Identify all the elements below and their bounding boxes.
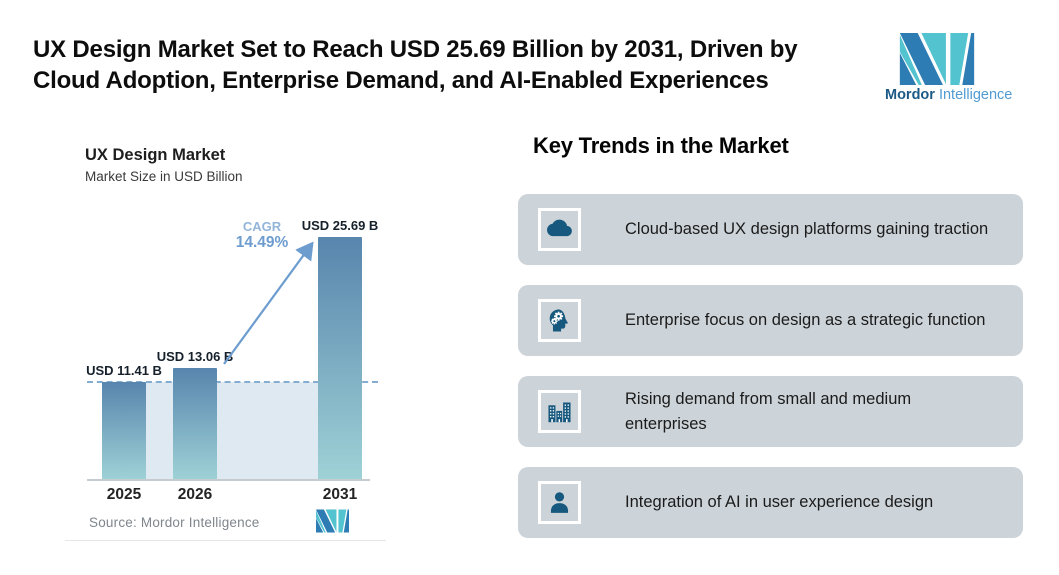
page-title-line-2: Cloud Adoption, Enterprise Demand, and A… — [33, 67, 769, 94]
trend-text: Rising demand from small and medium ente… — [625, 389, 912, 433]
trend-icon-box — [538, 299, 581, 342]
trends-heading: Key Trends in the Market — [533, 133, 789, 158]
trend-card-enterprise-design: Enterprise focus on design as a strategi… — [518, 285, 1023, 356]
trend-icon-box — [538, 481, 581, 524]
chart-bottom-divider — [65, 540, 386, 541]
mordor-intelligence-mark-icon — [899, 33, 975, 85]
bar-2025 — [102, 382, 146, 480]
bar-value-label-2026: USD 13.06 B — [156, 349, 234, 364]
cagr-label: CAGR — [242, 219, 282, 234]
x-axis-label-2025: 2025 — [106, 486, 142, 503]
head-gears-icon — [549, 309, 568, 332]
x-axis-label-2031: 2031 — [322, 486, 358, 503]
trend-card-cloud-platforms: Cloud-based UX design platforms gaining … — [518, 194, 1023, 265]
trend-text: Cloud-based UX design platforms gaining … — [625, 220, 989, 238]
mordor-intelligence-logo: Mordor Intelligence — [885, 30, 1025, 105]
brand-name: Mordor Intelligence — [885, 87, 1025, 103]
trends-list: Cloud-based UX design platforms gaining … — [518, 194, 1023, 558]
x-axis-label-2026: 2026 — [177, 486, 213, 503]
trend-text: Integration of AI in user experience des… — [625, 493, 934, 511]
x-axis-line — [87, 479, 370, 481]
trend-card-ai-integration: Integration of AI in user experience des… — [518, 467, 1023, 538]
brand-name-bold: Mordor — [885, 87, 935, 103]
chart-subtitle: Market Size in USD Billion — [85, 169, 243, 184]
trend-card-sme-demand: Rising demand from small and medium ente… — [518, 376, 1023, 447]
trend-text: Enterprise focus on design as a strategi… — [625, 311, 986, 329]
page-title: UX Design Market Set to Reach USD 25.69 … — [33, 34, 873, 96]
trend-icon-box — [538, 390, 581, 433]
chart-source: Source: Mordor Intelligence — [89, 515, 260, 530]
brand-name-light: Intelligence — [938, 87, 1013, 103]
cloud-icon — [547, 219, 572, 237]
cagr-value: 14.49% — [235, 234, 289, 251]
mordor-intelligence-mark-small-icon — [316, 509, 349, 533]
bar-value-label-2025: USD 11.41 B — [86, 363, 162, 378]
reference-dashed-line — [87, 381, 378, 383]
person-icon — [550, 492, 569, 513]
trend-icon-box — [538, 208, 581, 251]
bar-value-label-2031: USD 25.69 B — [301, 218, 379, 233]
bar-2031 — [318, 237, 362, 480]
bar-2026 — [173, 368, 217, 480]
page-title-line-1: UX Design Market Set to Reach USD 25.69 … — [33, 36, 798, 63]
buildings-icon — [548, 402, 571, 423]
chart-title: UX Design Market — [85, 146, 226, 164]
